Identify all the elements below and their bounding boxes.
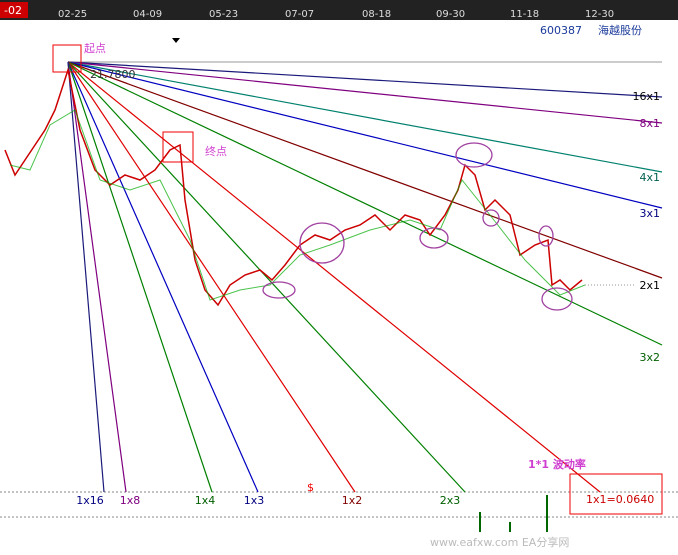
highlight bbox=[455, 142, 493, 168]
fan-label: 1x3 bbox=[244, 494, 265, 507]
start-label: 起点 bbox=[84, 42, 106, 55]
date-label: 08-18 bbox=[362, 9, 391, 20]
marker bbox=[172, 38, 180, 43]
fan-line bbox=[67, 61, 259, 493]
date-label: 12-30 bbox=[585, 9, 614, 20]
fan-label: 1x4 bbox=[195, 494, 216, 507]
fan-line bbox=[67, 61, 105, 493]
dollar-mark: $ bbox=[307, 481, 314, 494]
fan-label: 2x3 bbox=[440, 494, 461, 507]
date-label: 11-18 bbox=[510, 9, 539, 20]
start-price: 21.7800 bbox=[90, 68, 136, 81]
highlight bbox=[541, 287, 573, 311]
fan-label: 16x1 bbox=[632, 90, 660, 103]
period: -02 bbox=[4, 4, 22, 17]
date-label: 09-30 bbox=[436, 9, 465, 20]
highlight bbox=[538, 225, 554, 247]
date-label: 04-09 bbox=[133, 9, 162, 20]
fan-line bbox=[67, 61, 601, 493]
fan-label: 4x1 bbox=[639, 171, 660, 184]
highlight bbox=[299, 222, 345, 264]
fan-line bbox=[67, 61, 663, 98]
fan-line bbox=[67, 61, 213, 493]
fan-line bbox=[67, 61, 356, 493]
fan-label: 8x1 bbox=[639, 117, 660, 130]
ratio-label: 1x1=0.0640 bbox=[586, 493, 654, 506]
fan-label: 1x16 bbox=[76, 494, 104, 507]
ratio-box bbox=[569, 473, 663, 515]
stock-code: 600387 bbox=[540, 24, 582, 37]
date-label: 02-25 bbox=[58, 9, 87, 20]
date-label: 07-07 bbox=[285, 9, 314, 20]
period-box bbox=[0, 2, 28, 18]
end-label: 终点 bbox=[205, 144, 227, 158]
end-box bbox=[162, 131, 194, 163]
fan-label: 1x2 bbox=[342, 494, 363, 507]
highlight bbox=[482, 209, 500, 227]
price-trace bbox=[4, 67, 583, 307]
fan-label: 2x1 bbox=[639, 279, 660, 292]
date-label: 05-23 bbox=[209, 9, 238, 20]
fan-line bbox=[67, 61, 127, 493]
fan-line bbox=[67, 61, 663, 124]
fan-label: 1x8 bbox=[120, 494, 141, 507]
highlight bbox=[262, 281, 296, 299]
highlight bbox=[419, 227, 449, 249]
start-box bbox=[52, 44, 82, 73]
fan-line bbox=[67, 61, 663, 346]
watermark: www.eafxw.com EA分享网 bbox=[430, 535, 569, 549]
fan-line bbox=[67, 61, 663, 209]
stock-name: 海越股份 bbox=[598, 23, 642, 37]
fan-line bbox=[67, 61, 466, 493]
fan-label: 3x2 bbox=[639, 351, 660, 364]
toolbar bbox=[0, 0, 678, 20]
rate-label: 1*1 波动率 bbox=[528, 457, 586, 471]
fan-line bbox=[67, 61, 663, 173]
fan-line bbox=[67, 61, 663, 279]
price-trace bbox=[9, 109, 586, 301]
fan-label: 3x1 bbox=[639, 207, 660, 220]
